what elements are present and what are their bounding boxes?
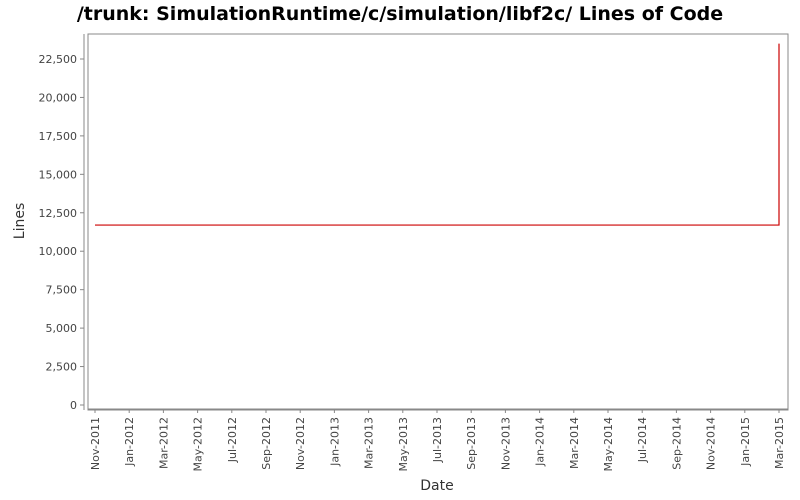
x-tick-label: Sep-2013 [465,417,478,470]
x-tick-label: Nov-2014 [705,417,718,470]
x-tick-label: Jan-2015 [739,417,752,467]
x-axis-title: Date [420,478,453,494]
x-tick-label: Mar-2013 [363,417,376,469]
x-tick-label: Sep-2014 [670,417,683,470]
y-tick-label: 17,500 [39,130,78,143]
plot-frame [87,33,789,411]
y-tick-label: 15,000 [39,168,78,181]
x-tick-label: Sep-2012 [260,417,273,470]
x-tick-label: Jan-2014 [534,417,547,467]
data-line [95,43,780,226]
x-tick-label: Jul-2012 [226,417,239,463]
x-tick-label: Jan-2012 [123,417,136,467]
x-tick-label: Jul-2013 [431,417,444,463]
x-tick-label: Mar-2015 [773,417,786,469]
y-tick-label: 22,500 [39,53,78,66]
x-tick-label: Jul-2014 [636,417,649,463]
x-tick-label: May-2014 [602,417,615,472]
x-tick-label: May-2013 [397,417,410,472]
y-tick-label: 20,000 [39,91,78,104]
x-tick-label: Jan-2013 [328,417,341,467]
y-tick-label: 7,500 [46,284,78,297]
x-tick-label: Mar-2012 [157,417,170,469]
x-tick-label: Nov-2013 [499,417,512,470]
y-axis-title: Lines [12,203,28,239]
y-tick-label: 5,000 [46,322,78,335]
y-tick-label: 2,500 [46,361,78,374]
x-tick-label: May-2012 [192,417,205,472]
y-tick-label: 10,000 [39,245,78,258]
y-tick-label: 0 [70,399,77,412]
x-tick-label: Nov-2011 [89,417,102,470]
chart-title: /trunk: SimulationRuntime/c/simulation/l… [77,3,723,25]
x-tick-label: Nov-2012 [294,417,307,470]
x-tick-label: Mar-2014 [568,417,581,469]
y-tick-label: 12,500 [39,207,78,220]
